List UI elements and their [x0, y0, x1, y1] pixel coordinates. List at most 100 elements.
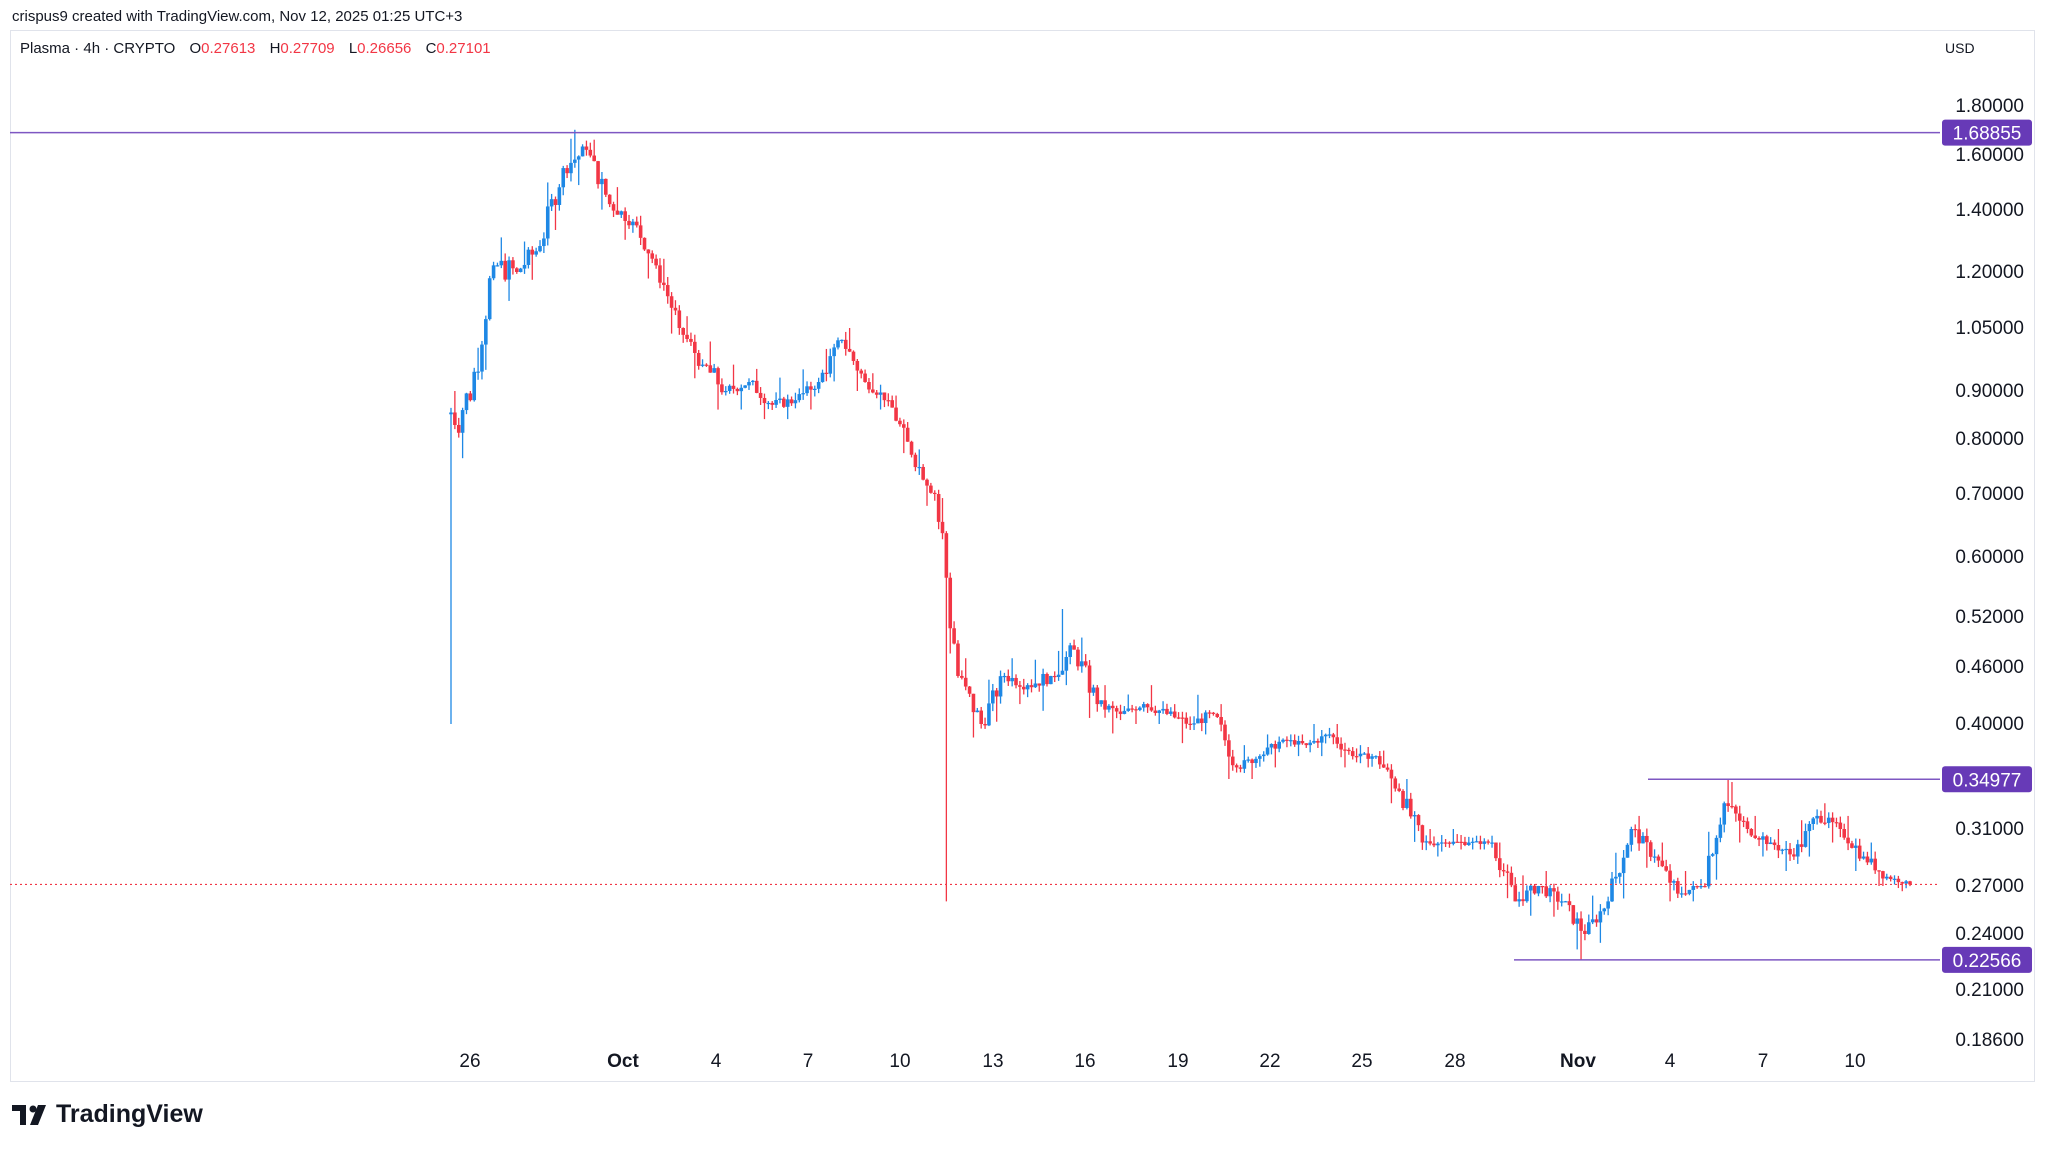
candle-body	[1250, 759, 1254, 764]
candle-body	[1908, 881, 1912, 885]
candle-body	[1672, 881, 1676, 883]
candle-body	[1734, 806, 1738, 814]
candle-body	[882, 392, 887, 401]
candle-body	[855, 360, 860, 371]
candle-body	[785, 399, 790, 407]
candle-body	[1165, 708, 1169, 714]
candle-body	[491, 265, 496, 279]
candle-body	[1203, 712, 1208, 724]
candle-body	[1606, 901, 1610, 909]
candle-body	[874, 392, 879, 395]
candle-body	[723, 391, 728, 393]
candle-body	[565, 168, 569, 174]
candle-body	[1854, 845, 1858, 848]
candle-body	[1103, 700, 1107, 710]
candle-body	[1045, 673, 1049, 685]
candle-body	[1161, 708, 1165, 711]
candle-body	[1765, 836, 1769, 845]
candle-body	[1888, 876, 1893, 880]
candle-body	[1563, 901, 1568, 903]
candle-body	[1815, 815, 1819, 819]
candle-body	[1621, 857, 1626, 874]
candle-body	[797, 394, 802, 401]
candle-body	[1083, 661, 1088, 666]
candle-body	[1230, 756, 1235, 766]
candle-body	[1401, 790, 1405, 808]
candle-body	[592, 155, 596, 162]
time-tick-label: Oct	[607, 1051, 639, 1072]
candle-body	[1881, 871, 1885, 879]
candle-body	[1242, 760, 1247, 769]
candle-body	[480, 344, 484, 372]
candle-body	[1850, 843, 1854, 848]
candle-body	[983, 724, 987, 726]
candle-body	[456, 424, 461, 433]
candle-body	[1610, 878, 1614, 902]
candle-body	[1362, 753, 1367, 755]
price-tick-label: 1.80000	[1955, 96, 2024, 117]
level-price-badge	[1942, 766, 2032, 793]
candle-body	[1590, 919, 1595, 923]
candle-body	[1207, 712, 1212, 714]
candle-body	[1614, 876, 1618, 879]
candle-body	[1579, 918, 1583, 931]
candle-body	[1436, 843, 1440, 846]
level-price-badge	[1942, 946, 2032, 973]
candle-body	[511, 260, 515, 269]
candle-body	[1544, 886, 1549, 897]
candle-body	[1776, 845, 1781, 851]
time-tick-label: 22	[1259, 1051, 1280, 1072]
candle-body	[1633, 829, 1638, 831]
price-tick-label: 0.21000	[1955, 980, 2024, 1001]
candle-body	[1517, 899, 1521, 902]
tradingview-logo[interactable]: TradingView	[12, 1100, 203, 1129]
price-tick-label: 1.60000	[1955, 145, 2024, 166]
candle-body	[1172, 711, 1177, 718]
symbol-label[interactable]: Plasma · 4h · CRYPTO	[20, 40, 176, 57]
candle-body	[932, 492, 937, 495]
candle-body	[1184, 717, 1189, 724]
time-tick-label: 7	[1758, 1051, 1769, 1072]
candle-body	[615, 210, 620, 215]
candle-body	[1122, 710, 1127, 714]
candle-body	[774, 399, 778, 405]
chart-credit: crispus9 created with TradingView.com, N…	[12, 8, 463, 25]
price-tick-label: 0.31000	[1955, 819, 2024, 840]
candle-body	[1532, 885, 1537, 894]
price-tick-label: 0.80000	[1955, 429, 2024, 450]
candle-body	[1795, 844, 1800, 857]
candle-body	[894, 407, 898, 421]
candle-body	[801, 393, 805, 395]
candle-body	[460, 410, 465, 433]
currency-label[interactable]: USD	[1945, 40, 1975, 56]
candle-body	[1300, 741, 1305, 744]
candle-body	[754, 380, 759, 393]
candle-body	[743, 385, 747, 388]
candle-body	[1583, 930, 1587, 934]
candle-body	[1490, 842, 1494, 844]
candle-body	[731, 385, 736, 389]
candle-body	[1726, 803, 1730, 807]
price-tick-label: 0.27000	[1955, 876, 2024, 897]
candle-body	[1823, 822, 1827, 824]
price-tick-label: 0.18600	[1955, 1030, 2024, 1051]
candle-body	[1869, 858, 1874, 863]
candle-body	[747, 382, 751, 386]
candle-body	[789, 399, 794, 404]
candle-body	[619, 211, 624, 215]
candle-body	[557, 187, 562, 205]
candle-body	[693, 341, 697, 353]
candle-body	[1896, 878, 1901, 883]
candle-body	[1645, 835, 1649, 843]
candle-body	[1118, 711, 1123, 714]
candle-body	[929, 485, 933, 493]
candle-body	[499, 260, 504, 266]
candle-body	[1180, 717, 1185, 719]
candle-body	[1792, 854, 1796, 857]
low-value: 0.26656	[357, 40, 412, 57]
candle-body	[569, 162, 573, 174]
candle-body	[816, 382, 821, 389]
candle-body	[708, 365, 713, 373]
candle-body	[1107, 705, 1111, 710]
